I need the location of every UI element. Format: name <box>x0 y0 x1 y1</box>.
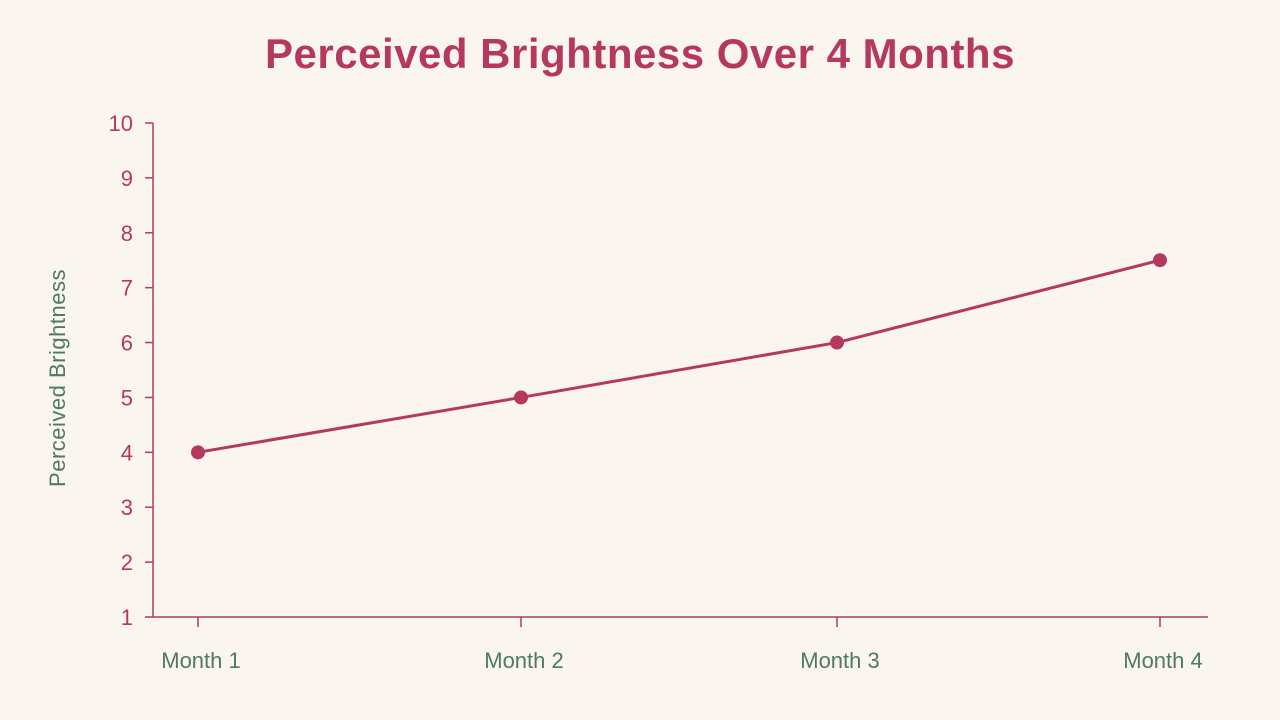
y-tick-label: 7 <box>121 276 133 301</box>
y-tick-label: 1 <box>121 605 133 630</box>
y-tick-label: 4 <box>121 440 133 465</box>
y-axis-title: Perceived Brightness <box>45 269 70 487</box>
series-line <box>197 258 1161 454</box>
y-tick-label: 2 <box>121 550 133 575</box>
data-point-3 <box>830 335 844 350</box>
x-tick-label: Month 1 <box>161 648 241 673</box>
y-tick-label: 9 <box>121 166 133 191</box>
data-point-1 <box>191 445 205 460</box>
data-point-2 <box>514 390 528 405</box>
y-tick-label: 6 <box>121 331 133 356</box>
x-axis: Month 1 Month 2 Month 3 Month 4 <box>153 616 1208 673</box>
y-tick-label: 5 <box>121 385 133 410</box>
x-tick-label: Month 4 <box>1123 648 1203 673</box>
y-tick-label: 10 <box>109 111 133 136</box>
chart-title: Perceived Brightness Over 4 Months <box>265 30 1015 77</box>
x-tick-label: Month 2 <box>484 648 564 673</box>
x-tick-label: Month 3 <box>800 648 880 673</box>
data-point-4 <box>1153 253 1167 268</box>
y-axis: 1 2 3 4 5 6 7 8 9 10 <box>109 111 154 630</box>
y-tick-label: 3 <box>121 495 133 520</box>
series-layer <box>191 253 1167 460</box>
y-tick-label: 8 <box>121 221 133 246</box>
